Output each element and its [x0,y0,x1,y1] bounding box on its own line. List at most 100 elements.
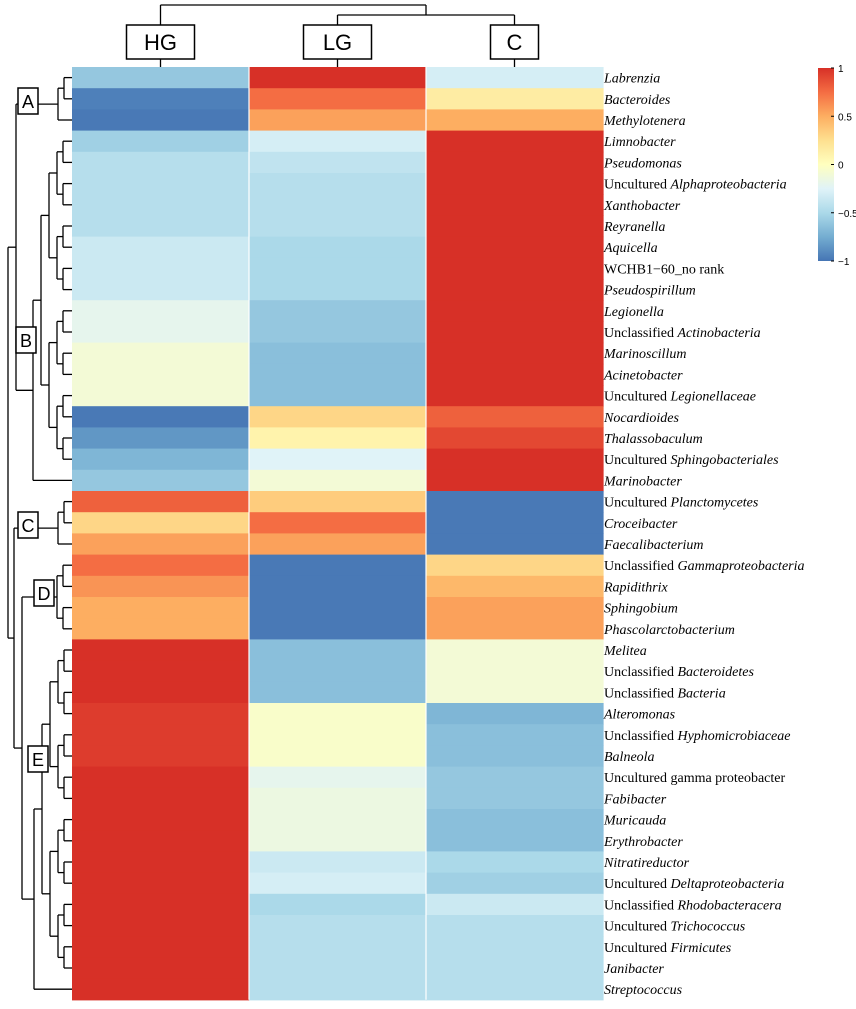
heatmap-cell [72,300,250,322]
heatmap-cell [249,427,427,450]
heatmap-cell [249,554,427,577]
row-label: Unclassified Rhodobacteracera [604,898,782,913]
heatmap-cell [249,618,427,640]
heatmap-cell [426,724,604,746]
cluster-label-a: A [17,87,39,115]
heatmap-cell [426,618,604,640]
row-label: Labrenzia [603,72,660,87]
heatmap-cell [249,660,427,683]
heatmap-cell [426,936,604,958]
heatmap-cell [249,194,427,216]
row-label: Legionella [603,305,664,320]
heatmap-cell [426,257,604,280]
row-label: Croceibacter [604,517,678,532]
heatmap-cell [426,703,604,725]
column-labels: HG LG C [125,24,540,60]
row-label: Reyranella [603,220,665,235]
heatmap-cell [72,194,250,216]
heatmap-cell [426,194,604,216]
heatmap-cell [249,342,427,365]
row-label: Uncultured Deltaproteobacteria [604,877,784,892]
heatmap-cell [249,957,427,980]
heatmap-cell [249,575,427,598]
heatmap-cell [249,681,427,704]
heatmap-cell [426,130,604,153]
cluster-label-box [27,745,49,773]
row-label: Uncultured Legionellaceae [604,390,756,405]
heatmap-cell [72,830,250,852]
row-label: Thalassobaculum [604,432,703,447]
row-label: Unclassified Hyphomicrobiaceae [604,729,790,744]
legend-tick-label: −1 [838,257,850,268]
heatmap-cell [426,491,604,513]
heatmap-cell [72,130,250,153]
row-label: WCHB1−60_no rank [604,262,724,277]
legend-tick-label: 0.5 [838,112,852,123]
row-label: Uncultured Trichococcus [604,920,746,935]
heatmap-cell [72,448,250,471]
heatmap-cell [72,533,250,556]
heatmap-cell [72,681,250,704]
heatmap-cell [72,67,250,89]
heatmap-cell [249,130,427,153]
heatmap-cell [72,745,250,768]
heatmap-cell [249,872,427,895]
heatmap-cell [249,279,427,301]
heatmap-cell [72,703,250,725]
column-label-text: C [507,30,523,55]
heatmap-cell [426,151,604,174]
row-label: Aquicella [603,241,658,256]
row-label: Pseudomonas [603,156,682,171]
heatmap-cell [249,915,427,937]
row-label: Rapidithrix [603,580,669,595]
heatmap-cell [249,151,427,174]
heatmap-cell [249,809,427,831]
heatmap-cell [72,363,250,386]
heatmap-cell [72,639,250,662]
heatmap-cell [72,88,250,110]
row-label: Acinetobacter [603,368,683,383]
heatmap-cell [249,936,427,958]
cluster-label-box [15,326,37,354]
row-labels: Labrenzia Bacteroides Methylotenera Limnoba… [603,72,805,999]
cluster-label-e: E [27,745,49,773]
row-label: Xanthobacter [603,199,681,214]
heatmap-cell [249,491,427,513]
heatmap-cell [249,215,427,238]
row-label: Limnobacter [603,135,676,150]
heatmap-cell [249,978,427,1001]
heatmap-cell [72,724,250,746]
row-label: Uncultured Alphaproteobacteria [604,178,787,193]
heatmap-cell [72,978,250,1001]
heatmap-cell [72,809,250,831]
heatmap-cell [72,279,250,301]
heatmap-cell [426,915,604,937]
cluster-label-c: C [17,511,39,539]
heatmap-cell [426,745,604,768]
row-label: Sphingobium [604,602,678,617]
row-label: Unclassified Actinobacteria [604,326,761,341]
heatmap-cell [426,766,604,789]
column-label-text: HG [144,30,177,55]
column-label-text: LG [323,30,352,55]
heatmap-cell [426,88,604,110]
heatmap-cell [426,597,604,619]
heatmap-cell [426,173,604,195]
heatmap-cell [426,809,604,831]
column-label-lg: LG [302,24,373,60]
heatmap-cell [72,872,250,895]
cluster-label-box [17,511,39,539]
heatmap-cell [72,893,250,916]
heatmap-cell [72,406,250,428]
row-label: Erythrobacter [603,835,683,850]
heatmap-cell [426,215,604,238]
heatmap-cell [426,469,604,492]
cluster-label-b: B [15,326,37,354]
heatmap-cell [249,448,427,471]
legend-color-bar [818,68,834,261]
heatmap-cell [72,787,250,810]
heatmap-cell [249,109,427,132]
heatmap-cell [249,597,427,619]
heatmap-cell [249,512,427,534]
heatmap-cell [426,448,604,471]
